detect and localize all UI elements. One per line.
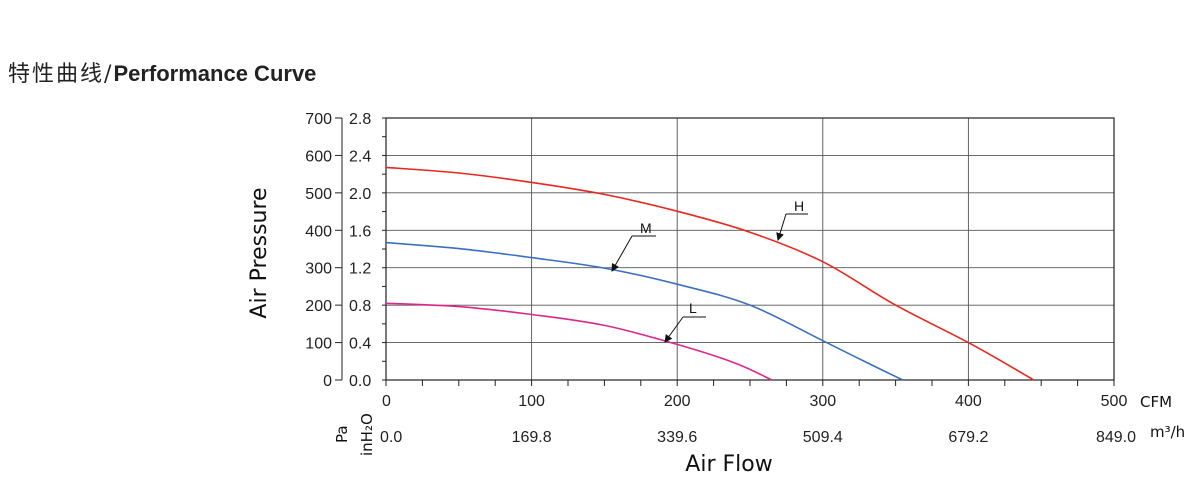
- label-leader-m: [611, 235, 633, 272]
- x-tick-label-cfm: 300: [809, 393, 836, 410]
- chart-title: 特性曲线/Performance Curve: [8, 56, 316, 88]
- y-unit-inh2o: inH₂O: [358, 413, 376, 456]
- x-tick-label-cfm: 500: [1101, 393, 1128, 410]
- label-leader-h: [776, 213, 787, 241]
- y-tick-label-inh2o: 1.6: [349, 223, 371, 240]
- x-tick-label-cfm: 100: [518, 393, 545, 410]
- x-tick-label-m3h: 679.2: [948, 429, 988, 446]
- y-tick-label-pa: 700: [305, 111, 332, 128]
- x-tick-label-m3h: 169.8: [512, 429, 552, 446]
- y-tick-label-pa: 500: [305, 186, 332, 203]
- y-unit-pa: Pa: [333, 425, 351, 443]
- y-axis-label: Air Pressure: [247, 187, 272, 318]
- title-en: Performance Curve: [113, 61, 317, 86]
- x-tick-label-cfm: 400: [955, 393, 982, 410]
- series-label-l: L: [689, 300, 697, 316]
- x-tick-label-m3h: 0.0: [380, 429, 402, 446]
- y-tick-label-inh2o: 2.4: [349, 148, 371, 165]
- series-label-h: H: [794, 198, 804, 214]
- y-tick-label-inh2o: 0.4: [349, 336, 371, 353]
- y-tick-label-pa: 400: [305, 223, 332, 240]
- x-unit-cfm: CFM: [1140, 393, 1172, 411]
- curve-labels: H M L: [611, 198, 808, 343]
- y-tick-label-pa: 200: [305, 298, 332, 315]
- y-tick-label-inh2o: 0.8: [349, 298, 371, 315]
- label-leader-l: [664, 316, 684, 343]
- y-tick-label-inh2o: 1.2: [349, 261, 371, 278]
- series-h-line: [385, 166, 1035, 381]
- y-tick-label-pa: 0: [323, 373, 332, 390]
- x-tick-label-m3h: 849.0: [1096, 429, 1136, 446]
- y-tick-label-pa: 100: [305, 336, 332, 353]
- y-tick-label-inh2o: 2.8: [349, 111, 371, 128]
- series-group: [385, 166, 1035, 381]
- x-axis: 0 0.0 100 169.8 200 339.6 300 509.4 400 679.2 500 8…: [380, 393, 1136, 446]
- y-axis: 0 0.0 100 0.4 200 0.8 300 1.2 400 1.6 500 2.0 600 2.4…: [305, 111, 371, 390]
- y-tick-label-pa: 300: [305, 261, 332, 278]
- title-cn: 特性曲线: [8, 62, 105, 87]
- series-l-line: [385, 302, 773, 381]
- x-unit-m3h: m³/h: [1150, 423, 1185, 441]
- x-tick-label-m3h: 339.6: [657, 429, 697, 446]
- y-tick-label-inh2o: 2.0: [349, 186, 371, 203]
- y-tick-label-pa: 600: [305, 148, 332, 165]
- x-tick-label-m3h: 509.4: [803, 429, 843, 446]
- plot-frame: [385, 117, 1115, 381]
- series-label-m: M: [640, 220, 652, 236]
- y-tick-label-inh2o: 0.0: [349, 373, 371, 390]
- x-tick-label-cfm: 200: [664, 393, 691, 410]
- x-axis-label: Air Flow: [685, 452, 772, 477]
- title-separator: /: [104, 62, 114, 87]
- series-m-line: [385, 241, 904, 381]
- x-tick-label-cfm: 0: [382, 393, 391, 410]
